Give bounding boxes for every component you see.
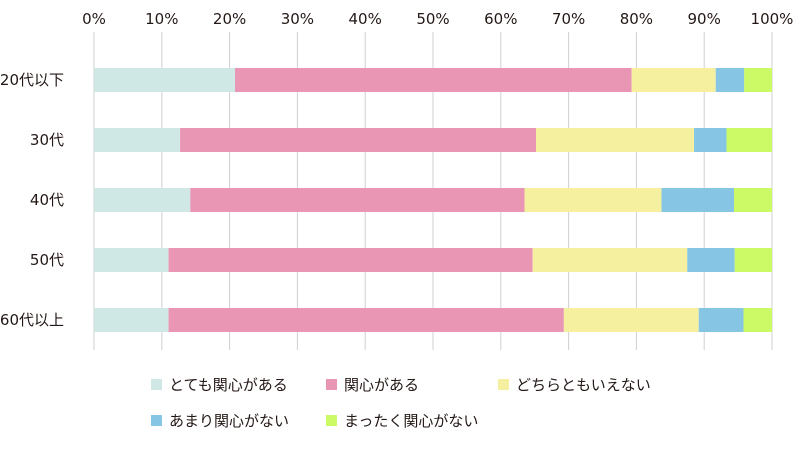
legend-label: まったく関心がない bbox=[344, 412, 478, 430]
bar-segment bbox=[94, 248, 169, 272]
bar-segment bbox=[524, 188, 662, 212]
bar-segment bbox=[94, 188, 191, 212]
bar-segment bbox=[563, 308, 699, 332]
x-tick-label: 60% bbox=[484, 10, 517, 28]
legend-swatch bbox=[151, 415, 162, 426]
bar-segment bbox=[743, 308, 772, 332]
legend-label: とても関心がある bbox=[169, 376, 288, 394]
bar-segment bbox=[734, 188, 772, 212]
legend-label: あまり関心がない bbox=[169, 412, 289, 430]
bar-segment bbox=[661, 188, 735, 212]
bar-segment bbox=[180, 128, 537, 152]
bar-segment bbox=[94, 128, 181, 152]
x-tick-label: 40% bbox=[349, 10, 382, 28]
y-axis-categories: 20代以下 30代 40代 50代 60代以上 bbox=[0, 71, 64, 329]
x-tick-label: 20% bbox=[213, 10, 246, 28]
bar-segment bbox=[687, 248, 735, 272]
x-tick-label: 0% bbox=[82, 10, 106, 28]
bar-segment bbox=[715, 68, 745, 92]
bar-segment bbox=[168, 248, 533, 272]
bar-segment bbox=[631, 68, 716, 92]
x-tick-label: 10% bbox=[145, 10, 178, 28]
bar-segment bbox=[744, 68, 772, 92]
bars bbox=[94, 68, 772, 332]
bar-segment bbox=[726, 128, 772, 152]
legend-swatch bbox=[326, 379, 337, 390]
category-label: 60代以上 bbox=[0, 311, 64, 329]
category-label: 30代 bbox=[30, 131, 64, 149]
bar-segment bbox=[94, 308, 169, 332]
x-tick-label: 100% bbox=[751, 10, 794, 28]
x-tick-label: 30% bbox=[281, 10, 314, 28]
x-tick-label: 90% bbox=[688, 10, 721, 28]
bar-segment bbox=[168, 308, 564, 332]
x-tick-label: 70% bbox=[552, 10, 585, 28]
x-axis-ticks: 0% 10% 20% 30% 40% 50% 60% 70% 80% 90% 100% bbox=[82, 10, 793, 28]
legend-swatch bbox=[498, 379, 509, 390]
bar-segment bbox=[734, 248, 772, 272]
bar-segment bbox=[94, 68, 236, 92]
bar-segment bbox=[698, 308, 744, 332]
category-label: 50代 bbox=[30, 251, 64, 269]
legend-label: 関心がある bbox=[344, 376, 419, 394]
category-label: 20代以下 bbox=[0, 71, 64, 89]
legend-swatch bbox=[151, 379, 162, 390]
bar-segment bbox=[532, 248, 688, 272]
bar-segment bbox=[235, 68, 632, 92]
bar-segment bbox=[694, 128, 727, 152]
x-tick-label: 80% bbox=[620, 10, 653, 28]
bar-segment bbox=[536, 128, 695, 152]
legend-label: どちらともいえない bbox=[516, 376, 651, 394]
bar-segment bbox=[190, 188, 525, 212]
legend-swatch bbox=[326, 415, 337, 426]
x-tick-label: 50% bbox=[416, 10, 449, 28]
category-label: 40代 bbox=[30, 191, 64, 209]
